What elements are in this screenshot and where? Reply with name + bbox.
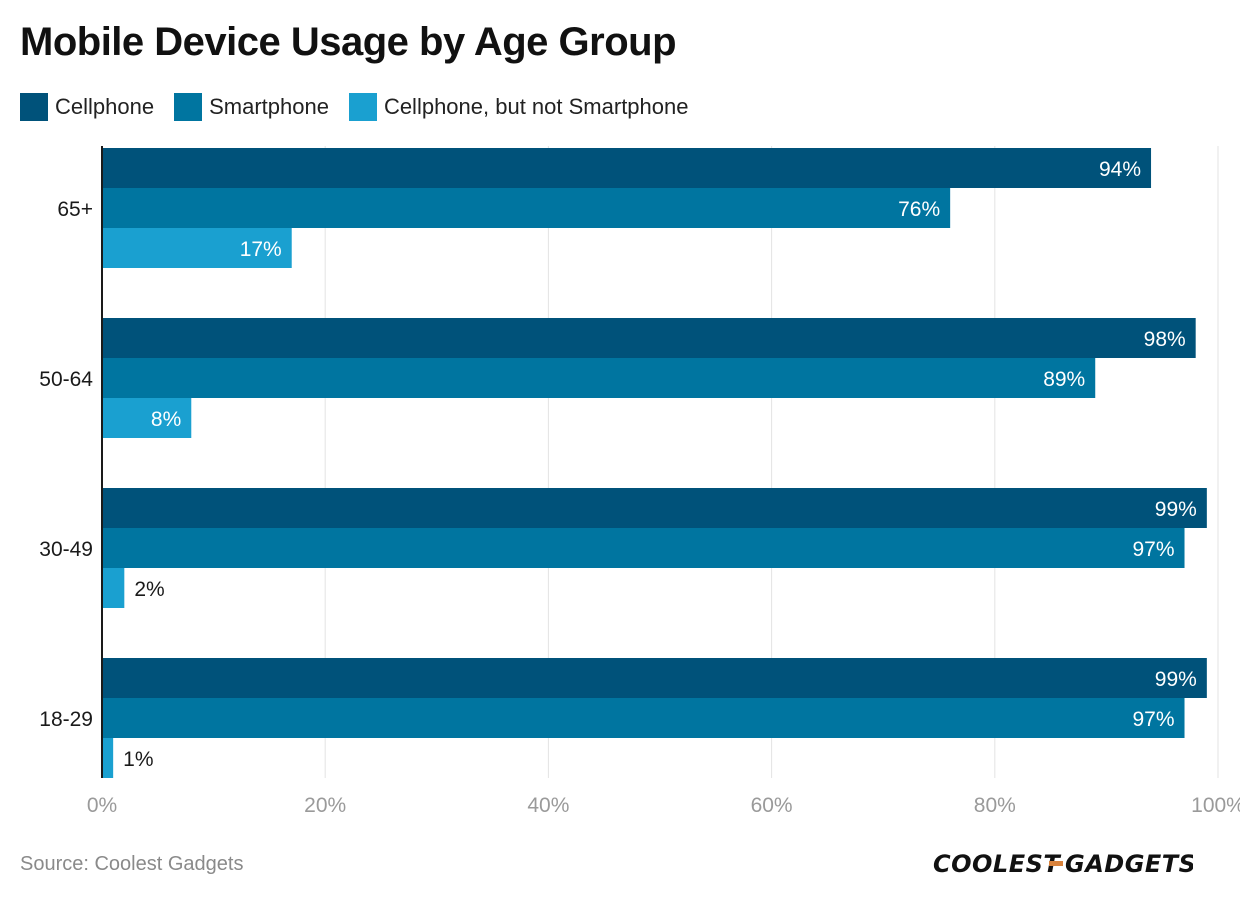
data-label-30-49-cellphone: 99% xyxy=(1155,498,1197,521)
category-label-18-29: 18-29 xyxy=(39,708,93,731)
data-label-50-64-cellphone: 98% xyxy=(1144,328,1186,351)
x-tick-label-100: 100% xyxy=(1191,794,1240,817)
x-tick-label-40: 40% xyxy=(527,794,569,817)
data-label-18-29-cellphone-but-not-smartphone: 1% xyxy=(123,748,153,771)
x-tick-label-60: 60% xyxy=(751,794,793,817)
logo-dash xyxy=(1049,861,1063,866)
data-label-50-64-cellphone-but-not-smartphone: 8% xyxy=(151,408,181,431)
coolest-gadgets-logo: COOLEST GADGETS xyxy=(933,850,1193,878)
bar-18-29-cellphone-but-not-smartphone xyxy=(102,738,114,778)
legend-label-smartphone: Smartphone xyxy=(209,94,329,119)
legend-item-cellphone-not-smartphone: Cellphone, but not Smartphone xyxy=(348,93,689,121)
legend-item-cellphone: Cellphone xyxy=(20,93,154,121)
legend-item-smartphone: Smartphone xyxy=(174,93,329,121)
bar-18-29-cellphone xyxy=(102,658,1207,698)
data-label-65+-smartphone: 76% xyxy=(898,198,940,221)
bar-50-64-cellphone-but-not-smartphone xyxy=(102,398,192,438)
legend-label-cellphone-not-smartphone: Cellphone, but not Smartphone xyxy=(383,94,689,119)
data-label-18-29-smartphone: 97% xyxy=(1132,708,1174,731)
logo-text-coolest: COOLEST xyxy=(933,850,1061,878)
legend: Cellphone Smartphone Cellphone, but not … xyxy=(20,92,708,122)
data-label-65+-cellphone-but-not-smartphone: 17% xyxy=(240,238,282,261)
logo-text-gadgets: GADGETS xyxy=(1065,850,1193,878)
data-label-65+-cellphone: 94% xyxy=(1099,158,1141,181)
data-label-18-29-cellphone: 99% xyxy=(1155,668,1197,691)
legend-label-cellphone: Cellphone xyxy=(55,94,155,119)
x-tick-label-80: 80% xyxy=(974,794,1016,817)
bar-30-49-smartphone xyxy=(102,528,1185,568)
category-label-30-49: 30-49 xyxy=(39,538,93,561)
bar-65+-cellphone xyxy=(102,148,1152,188)
bar-30-49-cellphone xyxy=(102,488,1207,528)
bar-50-64-smartphone xyxy=(102,358,1096,398)
chart-title: Mobile Device Usage by Age Group xyxy=(20,20,677,64)
source-note: Source: Coolest Gadgets xyxy=(20,853,244,875)
data-label-30-49-cellphone-but-not-smartphone: 2% xyxy=(134,578,164,601)
legend-swatch-cellphone-not-smartphone xyxy=(348,93,377,121)
legend-swatch-cellphone xyxy=(20,93,48,121)
category-label-50-64: 50-64 xyxy=(39,368,93,391)
category-label-65+: 65+ xyxy=(57,198,93,221)
data-label-50-64-smartphone: 89% xyxy=(1043,368,1085,391)
x-tick-label-20: 20% xyxy=(304,794,346,817)
bar-65+-smartphone xyxy=(102,188,951,228)
bar-50-64-cellphone xyxy=(102,318,1196,358)
bar-65+-cellphone-but-not-smartphone xyxy=(102,228,292,268)
data-label-30-49-smartphone: 97% xyxy=(1132,538,1174,561)
bar-30-49-cellphone-but-not-smartphone xyxy=(102,568,125,608)
x-tick-label-0: 0% xyxy=(87,794,117,817)
legend-swatch-smartphone xyxy=(174,93,203,121)
bar-18-29-smartphone xyxy=(102,698,1185,738)
